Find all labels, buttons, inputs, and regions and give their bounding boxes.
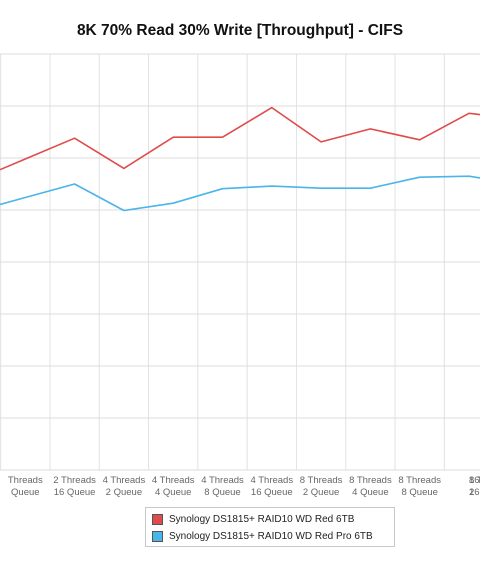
x-tick-label: 8 Threads (349, 475, 392, 486)
x-tick-label: Threads (8, 475, 43, 486)
chart-title: 8K 70% Read 30% Write [Throughput] - CIF… (76, 22, 404, 39)
legend-entry: Synology DS1815+ RAID10 WD Red 6TB (146, 511, 394, 528)
x-tick-label: 4 Threads (103, 475, 146, 486)
legend: Synology DS1815+ RAID10 WD Red 6TB Synol… (145, 507, 395, 547)
x-tick-label: 16 (469, 475, 480, 486)
series-lines (0, 106, 480, 212)
x-tick-label: 4 Queue (155, 487, 191, 498)
horizontal-gridlines (0, 53, 480, 471)
series-line-wd-red (0, 106, 480, 171)
x-tick-label: 2 (469, 487, 474, 498)
legend-swatch-blue (152, 531, 163, 542)
x-tick-label: 2 Queue (106, 487, 142, 498)
x-tick-label: 4 Queue (352, 487, 388, 498)
x-tick-label: 4 Threads (152, 475, 195, 486)
x-tick-label: Queue (11, 487, 40, 498)
legend-label: Synology DS1815+ RAID10 WD Red Pro 6TB (169, 531, 373, 542)
x-tick-label: 8 Threads (398, 475, 441, 486)
x-tick-label: 4 Threads (250, 475, 293, 486)
legend-label: Synology DS1815+ RAID10 WD Red 6TB (169, 514, 355, 525)
x-tick-label: 2 Threads (53, 475, 96, 486)
x-tick-label: 8 Queue (204, 487, 240, 498)
x-tick-label: 2 Queue (303, 487, 339, 498)
x-tick-label: 16 Queue (54, 487, 96, 498)
x-tick-label: 16 Queue (469, 487, 480, 498)
x-tick-label: 8 Threads (469, 475, 480, 486)
x-tick-label: 16 Queue (251, 487, 293, 498)
legend-swatch-red (152, 514, 163, 525)
series-line-wd-red-pro (0, 175, 480, 212)
x-tick-label: 8 Queue (401, 487, 437, 498)
legend-entry: Synology DS1815+ RAID10 WD Red Pro 6TB (146, 528, 394, 545)
x-tick-label: 8 Threads (300, 475, 343, 486)
x-tick-label: 4 Threads (201, 475, 244, 486)
